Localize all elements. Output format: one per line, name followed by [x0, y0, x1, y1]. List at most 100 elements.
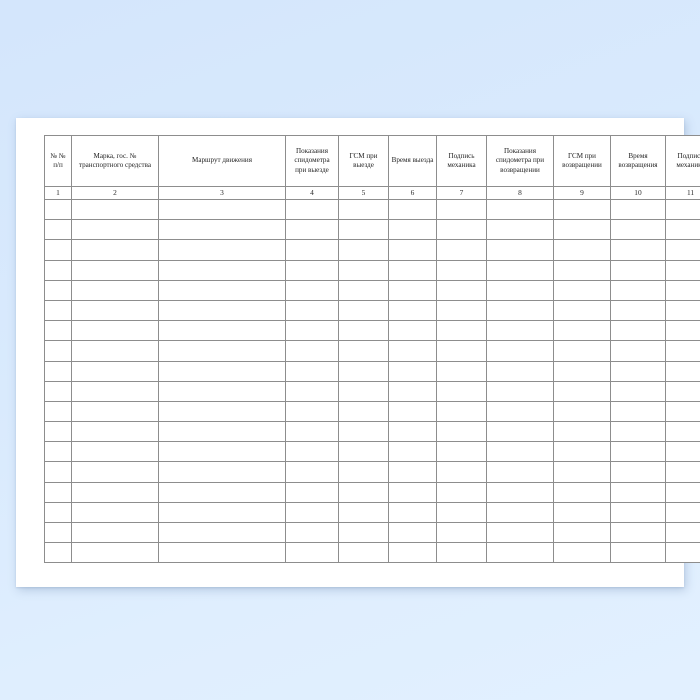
- table-cell[interactable]: [665, 421, 700, 443]
- table-cell[interactable]: [665, 481, 700, 503]
- table-cell[interactable]: [553, 239, 611, 261]
- table-cell[interactable]: [44, 340, 72, 362]
- table-cell[interactable]: [338, 521, 389, 544]
- table-cell[interactable]: [436, 279, 487, 301]
- table-cell[interactable]: [610, 320, 666, 342]
- table-cell[interactable]: [71, 299, 159, 322]
- table-cell[interactable]: [553, 320, 611, 342]
- table-cell[interactable]: [44, 521, 72, 544]
- table-cell[interactable]: [285, 299, 339, 322]
- table-cell[interactable]: [285, 441, 339, 463]
- table-cell[interactable]: [285, 481, 339, 503]
- table-cell[interactable]: [436, 501, 487, 524]
- table-cell[interactable]: [610, 441, 666, 463]
- table-cell[interactable]: [388, 542, 437, 564]
- table-cell[interactable]: [665, 461, 700, 483]
- table-cell[interactable]: [285, 400, 339, 423]
- table-cell[interactable]: [44, 320, 72, 342]
- table-cell[interactable]: [338, 259, 389, 281]
- table-cell[interactable]: [388, 320, 437, 342]
- table-cell[interactable]: [44, 421, 72, 443]
- table-cell[interactable]: [158, 481, 286, 503]
- table-cell[interactable]: [436, 441, 487, 463]
- table-cell[interactable]: [553, 521, 611, 544]
- table-cell[interactable]: [338, 421, 389, 443]
- table-cell[interactable]: [486, 198, 554, 221]
- table-cell[interactable]: [158, 198, 286, 221]
- table-cell[interactable]: [665, 219, 700, 241]
- table-cell[interactable]: [44, 481, 72, 503]
- table-cell[interactable]: [285, 521, 339, 544]
- table-cell[interactable]: [553, 340, 611, 362]
- table-cell[interactable]: [44, 239, 72, 261]
- table-cell[interactable]: [553, 279, 611, 301]
- table-cell[interactable]: [158, 380, 286, 402]
- table-cell[interactable]: [71, 239, 159, 261]
- table-cell[interactable]: [486, 340, 554, 362]
- table-cell[interactable]: [665, 198, 700, 221]
- table-cell[interactable]: [553, 219, 611, 241]
- table-cell[interactable]: [44, 279, 72, 301]
- table-cell[interactable]: [486, 521, 554, 544]
- table-cell[interactable]: [44, 441, 72, 463]
- table-cell[interactable]: [71, 521, 159, 544]
- table-cell[interactable]: [338, 400, 389, 423]
- table-cell[interactable]: [285, 501, 339, 524]
- table-cell[interactable]: [338, 219, 389, 241]
- table-cell[interactable]: [285, 279, 339, 301]
- table-cell[interactable]: [71, 219, 159, 241]
- table-cell[interactable]: [610, 279, 666, 301]
- table-cell[interactable]: [44, 299, 72, 322]
- table-cell[interactable]: [610, 521, 666, 544]
- table-cell[interactable]: [71, 441, 159, 463]
- table-cell[interactable]: [158, 400, 286, 423]
- table-cell[interactable]: [553, 198, 611, 221]
- table-cell[interactable]: [610, 380, 666, 402]
- table-cell[interactable]: [71, 360, 159, 382]
- table-cell[interactable]: [553, 441, 611, 463]
- table-cell[interactable]: [44, 198, 72, 221]
- table-cell[interactable]: [486, 441, 554, 463]
- table-cell[interactable]: [388, 299, 437, 322]
- table-cell[interactable]: [338, 380, 389, 402]
- table-cell[interactable]: [610, 219, 666, 241]
- table-cell[interactable]: [436, 481, 487, 503]
- table-cell[interactable]: [665, 501, 700, 524]
- table-cell[interactable]: [71, 400, 159, 423]
- table-cell[interactable]: [338, 198, 389, 221]
- table-cell[interactable]: [388, 219, 437, 241]
- table-cell[interactable]: [44, 501, 72, 524]
- table-cell[interactable]: [436, 198, 487, 221]
- table-cell[interactable]: [285, 421, 339, 443]
- table-cell[interactable]: [436, 521, 487, 544]
- table-cell[interactable]: [486, 501, 554, 524]
- table-cell[interactable]: [158, 239, 286, 261]
- table-cell[interactable]: [71, 259, 159, 281]
- table-cell[interactable]: [486, 360, 554, 382]
- table-cell[interactable]: [285, 239, 339, 261]
- table-cell[interactable]: [665, 521, 700, 544]
- table-cell[interactable]: [610, 360, 666, 382]
- table-cell[interactable]: [71, 461, 159, 483]
- table-cell[interactable]: [285, 198, 339, 221]
- table-cell[interactable]: [44, 259, 72, 281]
- table-cell[interactable]: [665, 380, 700, 402]
- table-cell[interactable]: [388, 198, 437, 221]
- table-cell[interactable]: [665, 441, 700, 463]
- table-cell[interactable]: [665, 360, 700, 382]
- table-cell[interactable]: [388, 239, 437, 261]
- table-cell[interactable]: [338, 320, 389, 342]
- table-cell[interactable]: [610, 501, 666, 524]
- table-cell[interactable]: [338, 340, 389, 362]
- table-cell[interactable]: [665, 340, 700, 362]
- table-cell[interactable]: [158, 441, 286, 463]
- table-cell[interactable]: [436, 360, 487, 382]
- table-cell[interactable]: [71, 501, 159, 524]
- table-cell[interactable]: [338, 360, 389, 382]
- table-cell[interactable]: [610, 400, 666, 423]
- table-cell[interactable]: [486, 239, 554, 261]
- table-cell[interactable]: [285, 380, 339, 402]
- table-cell[interactable]: [388, 461, 437, 483]
- table-cell[interactable]: [388, 521, 437, 544]
- table-cell[interactable]: [665, 299, 700, 322]
